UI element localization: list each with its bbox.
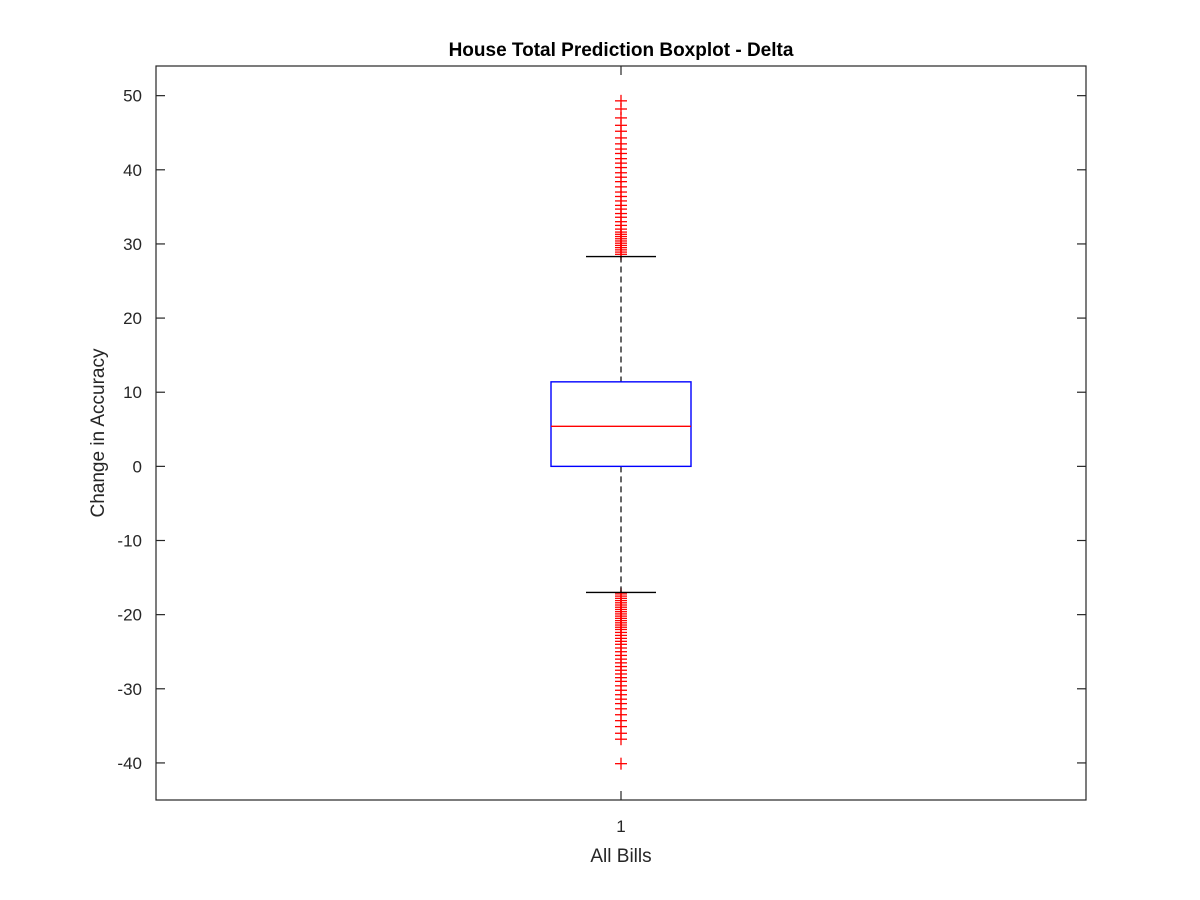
y-tick-label: -20 — [117, 606, 142, 625]
y-tick-label: -40 — [117, 754, 142, 773]
y-tick-label: -30 — [117, 680, 142, 699]
y-tick-label: 10 — [123, 383, 142, 402]
y-axis-label: Change in Accuracy — [88, 348, 109, 517]
chart-title: House Total Prediction Boxplot - Delta — [449, 40, 794, 61]
outliers-layer — [615, 94, 627, 770]
x-axis-label: All Bills — [590, 846, 651, 867]
y-tick-label: 40 — [123, 161, 142, 180]
outlier-marker-low — [615, 733, 627, 746]
y-tick-label: 20 — [123, 309, 142, 328]
x-tick-label: 1 — [616, 817, 625, 836]
outlier-marker-high — [615, 94, 627, 107]
ticks-layer: 50 40 30 20 10 0 -10 -20 -30 -40 1 — [117, 66, 1086, 836]
y-tick-label: 30 — [123, 235, 142, 254]
y-tick-label: -10 — [117, 532, 142, 551]
y-tick-label: 0 — [133, 457, 142, 476]
interquartile-box — [550, 381, 692, 468]
outlier-marker-low — [615, 757, 627, 770]
y-tick-label: 50 — [123, 87, 142, 106]
